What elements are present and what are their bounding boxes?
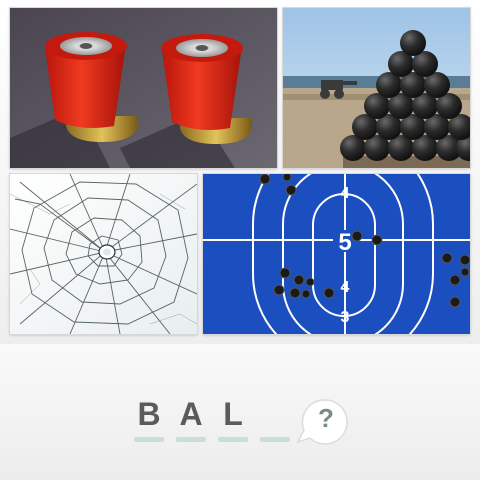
cracked-glass-image xyxy=(10,174,197,334)
slot-underline xyxy=(176,437,206,442)
tile-shooting-target[interactable]: 4 5 4 3 xyxy=(203,174,470,334)
target-ring-label: 4 xyxy=(341,185,350,202)
answer-slot[interactable]: B xyxy=(132,396,166,448)
bullet-holes xyxy=(259,174,470,308)
slot-underline xyxy=(218,437,248,442)
tile-cannonball-pyramid[interactable] xyxy=(283,8,470,168)
shooting-target-image: 4 5 4 3 xyxy=(203,174,470,334)
target-ring-label: 3 xyxy=(341,309,350,326)
answer-slot[interactable]: A xyxy=(174,396,208,448)
shotgun-shells-image xyxy=(10,8,277,168)
tile-shotgun-shells[interactable] xyxy=(10,8,277,168)
speech-bubble-icon xyxy=(296,399,348,445)
target-center-label: 5 xyxy=(338,229,351,256)
cannonball-pyramid-image xyxy=(283,8,470,168)
target-ring-label: 4 xyxy=(341,279,350,296)
answer-letter: B xyxy=(137,396,161,432)
answer-slot[interactable]: L xyxy=(216,396,250,448)
answer-slots: B A L xyxy=(132,396,292,448)
answer-area xyxy=(0,344,480,480)
hint-button[interactable]: ? xyxy=(296,398,352,448)
answer-letter: A xyxy=(179,396,203,432)
tile-cracked-glass[interactable] xyxy=(10,174,197,334)
answer-letter: L xyxy=(223,396,243,432)
slot-underline xyxy=(260,437,290,442)
answer-slot[interactable] xyxy=(258,396,292,448)
question-mark-icon: ? xyxy=(318,403,334,433)
slot-underline xyxy=(134,437,164,442)
